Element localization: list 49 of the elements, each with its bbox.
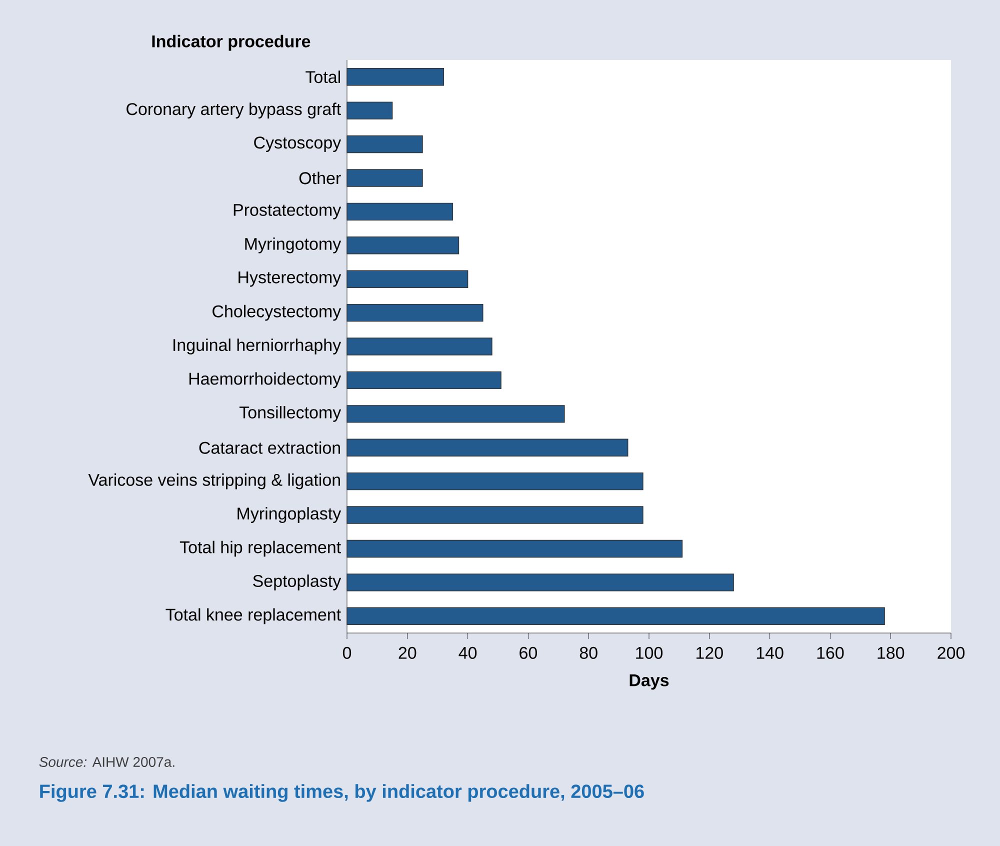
y-tick-label: Myringotomy <box>245 237 342 254</box>
bar <box>346 304 484 322</box>
bar <box>346 438 628 456</box>
x-tick-label: 180 <box>878 646 904 659</box>
y-tick-label: Varicose veins stripping & ligation <box>88 473 340 490</box>
y-tick-label: Cataract extraction <box>199 441 340 454</box>
y-tick-label: Coronary artery bypass graft <box>126 102 341 118</box>
x-tick-label: 140 <box>756 646 784 659</box>
y-axis-title: Indicator procedure <box>152 34 310 51</box>
bar <box>346 338 492 356</box>
y-tick-label: Cystoscopy <box>254 136 342 152</box>
y-tick-label: Total hip replacement <box>180 540 341 557</box>
x-tick-label: 200 <box>938 646 965 659</box>
x-tick-label: 100 <box>636 646 663 659</box>
x-tick-label: 80 <box>580 646 598 659</box>
bar <box>346 270 468 288</box>
bar <box>346 540 683 558</box>
y-tick-label: Total knee replacement <box>166 608 341 624</box>
y-tick-label: Myringoplasty <box>238 507 342 523</box>
text: Source: AIHW 2007a. <box>39 757 174 767</box>
bar <box>346 169 423 187</box>
y-tick-label: Total <box>306 70 340 84</box>
x-tick-label: 20 <box>398 646 416 659</box>
x-tick-label: 40 <box>458 646 477 659</box>
bar <box>346 506 644 524</box>
bar <box>346 202 454 221</box>
y-tick-label: Hysterectomy <box>238 271 342 287</box>
bar <box>346 135 423 154</box>
bar <box>346 68 444 86</box>
bar <box>346 371 502 390</box>
y-tick-label: Septoplasty <box>253 574 342 590</box>
y-tick-label: Haemorrhoidectomy <box>189 372 342 388</box>
y-tick-label: Cholecystectomy <box>212 304 342 321</box>
y-tick-label: Tonsillectomy <box>239 406 342 422</box>
bar <box>346 236 460 254</box>
y-tick-label: Prostatectomy <box>234 204 342 220</box>
x-tick-label: 120 <box>696 646 723 659</box>
bar <box>346 102 393 120</box>
bar <box>346 405 565 423</box>
bar <box>346 574 734 592</box>
bar <box>346 607 885 626</box>
text: Figure 7.31: Median waiting times, by indicator procedure, 2005–06 <box>40 784 644 802</box>
bar <box>346 472 644 490</box>
y-tick-label: Inguinal herniorrhaphy <box>174 338 342 354</box>
x-axis-title: Days <box>630 674 669 690</box>
x-tick-label: 0 <box>342 646 352 659</box>
x-tick-label: 160 <box>817 646 844 659</box>
x-tick-label: 60 <box>520 646 537 659</box>
y-tick-label: Other <box>299 172 341 184</box>
